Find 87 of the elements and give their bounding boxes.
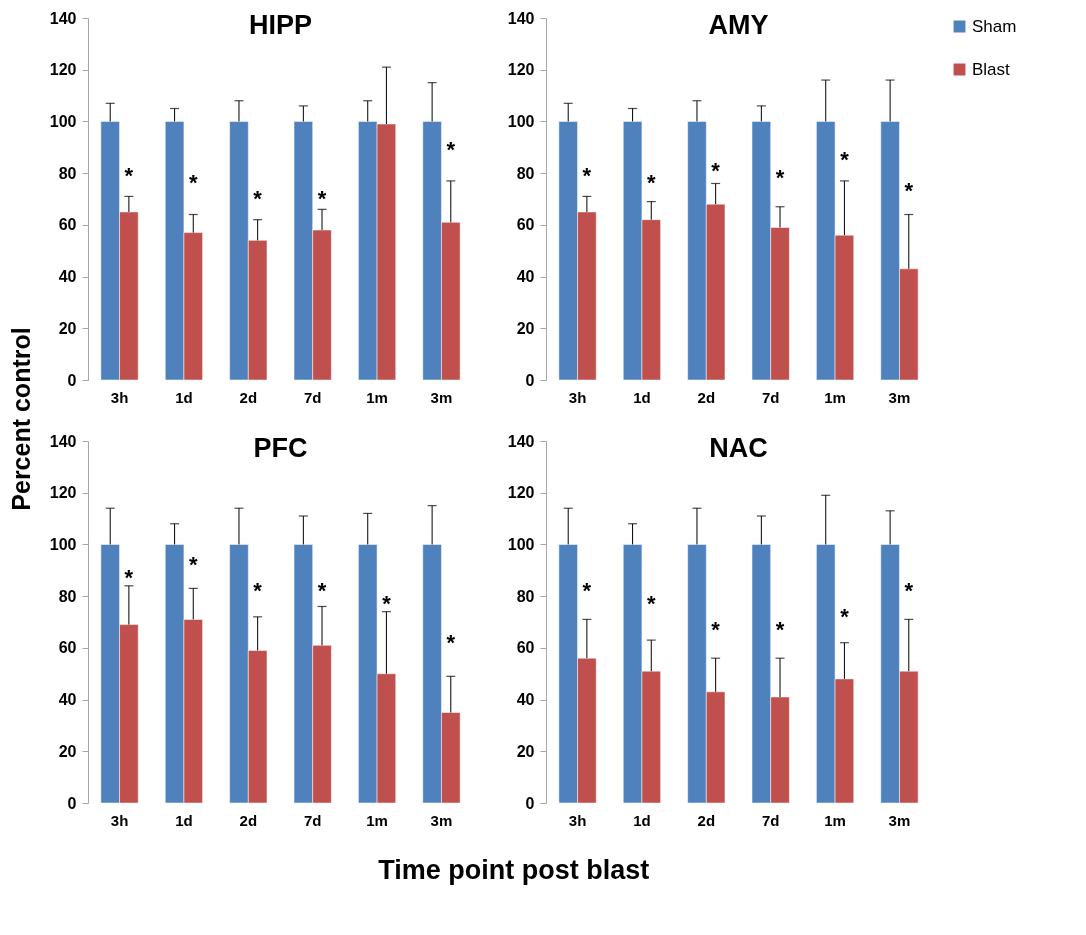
y-tick-label: 40 <box>516 268 535 286</box>
y-tick-label: 20 <box>58 319 77 337</box>
annotation: * <box>253 577 263 603</box>
chart-title: PFC <box>253 433 308 463</box>
y-tick-label: 0 <box>525 794 535 812</box>
x-axis-title: Time point post blast <box>378 855 650 885</box>
x-tick-label: 3m <box>888 388 911 406</box>
y-tick-label: 60 <box>58 639 77 657</box>
y-tick-label: 120 <box>507 484 535 502</box>
chart-title: AMY <box>708 10 769 40</box>
x-tick-label: 1d <box>175 388 193 406</box>
x-tick-label: 2d <box>697 388 716 406</box>
y-tick-label: 40 <box>516 691 535 709</box>
y-tick-label: 20 <box>516 742 535 760</box>
x-tick-label: 3m <box>430 811 453 829</box>
y-tick-label: 0 <box>67 371 77 389</box>
annotation: * <box>711 616 721 642</box>
y-tick-label: 40 <box>58 691 77 709</box>
y-tick-label: 120 <box>49 61 77 79</box>
x-tick-label: 7d <box>303 388 322 406</box>
annotation: * <box>317 577 327 603</box>
x-tick-label: 1d <box>633 388 651 406</box>
annotation: * <box>253 186 263 211</box>
x-tick-label: 7d <box>761 811 780 829</box>
y-tick-label: 80 <box>58 164 77 182</box>
x-tick-label: 1m <box>824 811 846 829</box>
x-tick-label: 1d <box>633 811 651 829</box>
x-tick-label: 3h <box>568 388 587 406</box>
legend-label: Blast <box>972 59 1011 79</box>
x-tick-label: 2d <box>239 388 258 406</box>
annotation: * <box>446 629 456 655</box>
y-tick-label: 140 <box>507 9 535 27</box>
y-tick-label: 120 <box>49 484 77 502</box>
annotation: * <box>382 590 392 616</box>
legend-label: Sham <box>972 16 1017 36</box>
y-tick-label: 140 <box>49 9 77 27</box>
y-tick-label: 80 <box>516 587 535 605</box>
annotation: * <box>904 178 914 204</box>
y-tick-label: 80 <box>516 164 535 182</box>
annotation: * <box>775 165 785 191</box>
annotation: * <box>124 162 134 188</box>
y-tick-label: 20 <box>58 742 77 760</box>
x-tick-label: 3h <box>110 388 129 406</box>
y-tick-label: 140 <box>49 432 77 450</box>
x-tick-label: 7d <box>303 811 322 829</box>
chart-title: HIPP <box>248 10 313 40</box>
y-tick-label: 60 <box>58 216 77 234</box>
annotation: * <box>840 147 850 173</box>
y-tick-label: 60 <box>516 216 535 234</box>
annotation: * <box>124 565 134 591</box>
x-tick-label: 1m <box>366 811 388 829</box>
y-tick-label: 80 <box>58 587 77 605</box>
annotation: * <box>188 170 198 196</box>
y-tick-label: 40 <box>58 268 77 286</box>
annotation: * <box>582 577 592 603</box>
annotation: * <box>317 186 327 211</box>
y-tick-label: 100 <box>507 112 535 130</box>
x-tick-label: 2d <box>697 811 716 829</box>
x-tick-label: 3h <box>568 811 587 829</box>
y-tick-label: 100 <box>49 112 77 130</box>
y-tick-label: 60 <box>516 639 535 657</box>
x-tick-label: 3h <box>110 811 129 829</box>
chart-title: NAC <box>709 433 768 463</box>
annotation: * <box>840 603 850 629</box>
annotation: * <box>446 136 456 162</box>
y-tick-label: 140 <box>507 432 535 450</box>
x-tick-label: 1m <box>366 388 388 406</box>
y-tick-label: 100 <box>507 535 535 553</box>
annotation: * <box>711 157 721 183</box>
annotation: * <box>188 552 198 578</box>
annotation: * <box>646 590 656 616</box>
x-tick-label: 1m <box>824 388 846 406</box>
annotation: * <box>775 616 785 642</box>
x-tick-label: 3m <box>888 811 911 829</box>
annotation: * <box>582 162 592 188</box>
annotation: * <box>904 577 914 603</box>
y-tick-label: 20 <box>516 319 535 337</box>
x-tick-label: 2d <box>239 811 258 829</box>
y-tick-label: 0 <box>67 794 77 812</box>
x-tick-label: 1d <box>175 811 193 829</box>
y-axis-title: Percent control <box>7 327 36 511</box>
annotation: * <box>646 170 656 196</box>
x-tick-label: 7d <box>761 388 780 406</box>
y-tick-label: 0 <box>525 371 535 389</box>
y-tick-label: 100 <box>49 535 77 553</box>
y-tick-label: 120 <box>507 61 535 79</box>
x-tick-label: 3m <box>430 388 453 406</box>
